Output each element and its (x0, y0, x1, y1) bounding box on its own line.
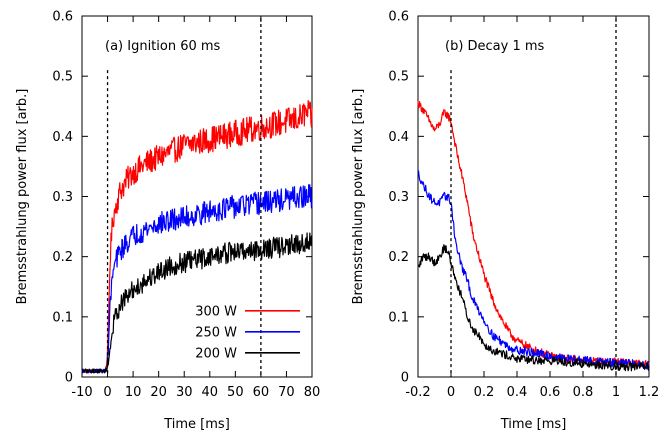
x-tick-label: 0 (103, 385, 111, 400)
y-tick-label: 0 (65, 371, 73, 386)
x-tick-label: 60 (253, 385, 270, 400)
x-tick-label: 10 (125, 385, 142, 400)
y-tick-label: 0.6 (52, 10, 73, 25)
series-line-250-w (417, 169, 650, 370)
legend-entry-label: 300 W (195, 304, 237, 319)
y-tick-label: 0.2 (52, 250, 73, 265)
y-tick-label: 0.5 (52, 70, 73, 85)
x-tick-label: 80 (304, 385, 321, 400)
series-line-200-w (81, 232, 313, 374)
y-tick-label: 0.3 (52, 190, 73, 205)
y-tick-label: 0 (401, 371, 409, 386)
panel-annotation: (b) Decay 1 ms (445, 39, 545, 54)
y-tick-label: 0.6 (388, 10, 409, 25)
legend-entry-label: 250 W (195, 325, 237, 340)
y-axis-label: Bremsstrahlung power flux [arb.] (351, 89, 366, 305)
panel-ignition: -10 0 10 20 30 40 50 60 70 8000.10.20.30.40.50.6T… (15, 10, 320, 433)
y-tick-label: 0.3 (388, 190, 409, 205)
y-tick-label: 0.4 (52, 130, 73, 145)
x-tick-label: -0.2 (405, 385, 430, 400)
y-tick-label: 0.5 (388, 70, 409, 85)
x-tick-label: 1.2 (639, 385, 660, 400)
x-tick-label: 0.8 (573, 385, 594, 400)
y-tick-label: 0.2 (388, 250, 409, 265)
x-tick-label: 0 (447, 385, 455, 400)
x-tick-label: 0.4 (507, 385, 528, 400)
series-line-250-w (81, 184, 313, 374)
x-tick-label: 1 (612, 385, 620, 400)
x-tick-label: 0.2 (474, 385, 495, 400)
panel-decay: -0.2 0 0.2 0.4 0.6 0.8 1 1.200.10.20.30.40.50.6… (351, 10, 659, 433)
panel-annotation: (a) Ignition 60 ms (105, 39, 221, 54)
x-tick-label: 0.6 (540, 385, 561, 400)
series-line-200-w (417, 244, 650, 372)
x-axis-label: Time [ms] (163, 417, 230, 432)
y-axis-label: Bremsstrahlung power flux [arb.] (15, 89, 30, 305)
y-tick-label: 0.4 (388, 130, 409, 145)
x-tick-label: -10 (71, 385, 92, 400)
x-tick-label: 30 (176, 385, 193, 400)
x-axis-label: Time [ms] (500, 417, 567, 432)
series-line-300-w (417, 100, 650, 370)
y-tick-label: 0.1 (388, 310, 409, 325)
series-line-300-w (81, 99, 313, 374)
x-tick-label: 70 (278, 385, 295, 400)
plot-frame (417, 15, 650, 378)
legend-entry-label: 200 W (195, 346, 237, 361)
y-tick-label: 0.1 (52, 310, 73, 325)
x-tick-label: 20 (150, 385, 167, 400)
x-tick-label: 40 (202, 385, 219, 400)
x-tick-label: 50 (227, 385, 244, 400)
